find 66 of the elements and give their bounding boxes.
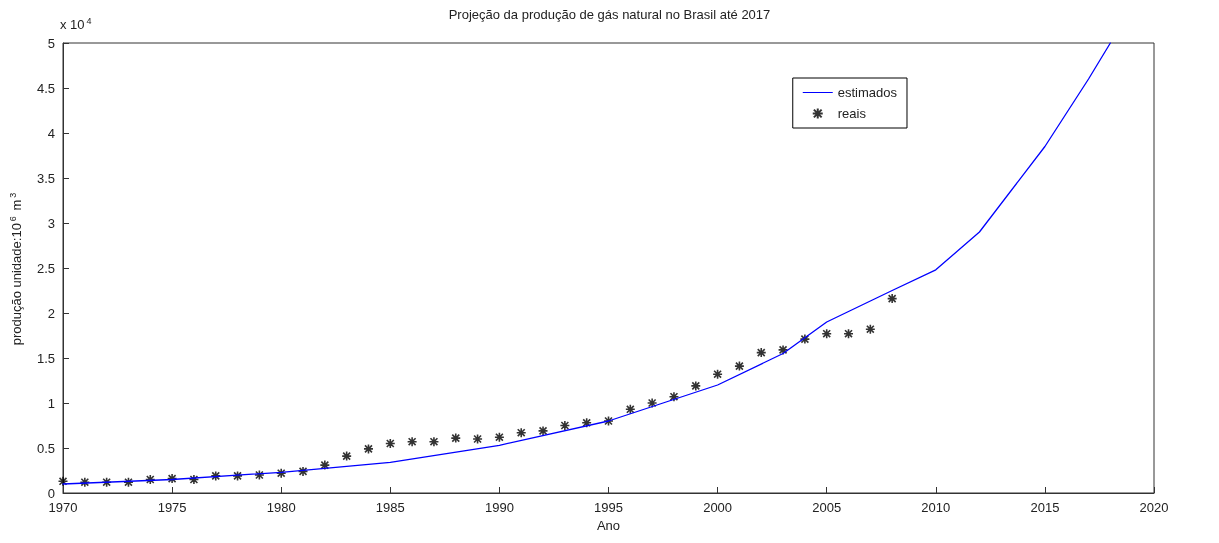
point [712, 368, 723, 380]
y-tick-label: 4 [47, 125, 55, 141]
point [319, 459, 331, 471]
point [668, 391, 680, 402]
chart-title: Projeção da produção de gás natural no Brasil até 2017 [448, 7, 771, 22]
x-tick-label: 1990 [484, 500, 514, 515]
legend-label: estimados [837, 85, 898, 100]
line-series [62, 42, 1112, 485]
y-axis-title: produção unidade:106 m3 [7, 192, 24, 346]
point [646, 397, 658, 409]
point [297, 466, 309, 477]
y-tick-label: 1 [47, 395, 55, 411]
point [755, 347, 767, 358]
point [406, 436, 418, 447]
y-tick-label: 5 [47, 35, 55, 51]
point [515, 427, 527, 438]
point [123, 476, 134, 488]
x-tick-label: 1995 [594, 500, 623, 515]
point [603, 415, 614, 427]
point [188, 474, 200, 485]
y-tick-label: 1.5 [36, 350, 55, 366]
y-tick-label: 2.5 [36, 260, 55, 276]
point [581, 417, 592, 429]
point [210, 470, 222, 482]
legend-label: reais [837, 106, 867, 121]
point [341, 450, 352, 462]
point [232, 470, 243, 482]
point [57, 476, 69, 487]
point [101, 476, 112, 488]
point [734, 360, 745, 372]
point [777, 344, 789, 356]
point [472, 433, 483, 445]
point [385, 438, 396, 449]
y-tick-label: 3.5 [36, 170, 55, 186]
point [799, 333, 811, 345]
point [144, 474, 156, 485]
point [494, 431, 505, 443]
point [450, 432, 462, 444]
y-tick-label: 0 [47, 485, 55, 501]
x-tick-label: 2020 [1139, 500, 1169, 515]
x-tick-label: 2005 [812, 500, 842, 515]
y-tick-label: 4.5 [36, 80, 55, 96]
point [559, 420, 571, 431]
point [254, 469, 265, 481]
x-tick-label: 2000 [703, 500, 733, 515]
point [690, 380, 702, 392]
point [821, 328, 832, 339]
point [865, 323, 876, 335]
y-tick-label: 3 [47, 215, 55, 231]
point [275, 467, 287, 479]
point [625, 404, 636, 415]
x-axis-title: Ano [596, 517, 621, 533]
point [166, 473, 178, 484]
x-tick-label: 1985 [375, 500, 405, 515]
x-tick-label: 2015 [1030, 500, 1060, 515]
y-tick-label: 2 [47, 305, 55, 321]
point [843, 328, 854, 339]
x-tick-label: 2010 [921, 500, 951, 515]
x-tick-label: 1970 [48, 500, 78, 515]
point [363, 443, 374, 455]
y-tick-label: 0.5 [36, 440, 55, 456]
x-tick-label: 1975 [157, 500, 187, 515]
point [886, 293, 898, 304]
x-tick-label: 1980 [266, 500, 296, 515]
point [428, 436, 440, 447]
point [79, 476, 91, 488]
